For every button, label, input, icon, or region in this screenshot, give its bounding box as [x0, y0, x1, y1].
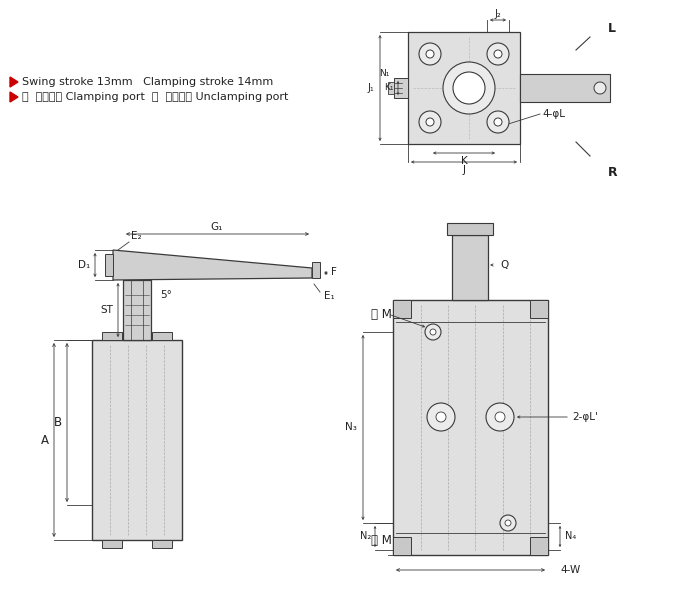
Bar [394, 78, 408, 98]
Text: J₂: J₂ [494, 9, 501, 19]
Bar [452, 235, 488, 300]
Text: L: L [608, 22, 616, 35]
Circle shape [427, 403, 455, 431]
Bar [152, 332, 172, 340]
Bar [530, 537, 548, 555]
Text: J₁: J₁ [367, 83, 374, 93]
Text: D₁: D₁ [78, 260, 90, 270]
Bar [123, 280, 151, 340]
Bar [393, 300, 411, 318]
Text: A: A [41, 433, 49, 446]
Circle shape [436, 412, 446, 422]
Text: K₁: K₁ [384, 83, 394, 93]
Circle shape [430, 329, 436, 335]
Circle shape [494, 50, 502, 58]
Text: K: K [460, 156, 467, 166]
Circle shape [419, 43, 441, 65]
Circle shape [425, 324, 441, 340]
Text: 4-W: 4-W [560, 565, 580, 575]
Polygon shape [113, 250, 312, 280]
Text: J: J [462, 165, 466, 175]
Text: Swing stroke 13mm   Clamping stroke 14mm: Swing stroke 13mm Clamping stroke 14mm [22, 77, 273, 87]
Polygon shape [10, 77, 18, 87]
Circle shape [486, 403, 514, 431]
Text: N₃: N₃ [345, 422, 357, 432]
Bar [393, 300, 548, 555]
Circle shape [494, 118, 502, 126]
Text: N₁: N₁ [379, 69, 390, 77]
Text: E₂: E₂ [131, 231, 141, 241]
Text: ST: ST [100, 305, 113, 315]
Bar [520, 74, 610, 102]
Polygon shape [10, 92, 18, 102]
Text: Ⓐ M: Ⓐ M [371, 308, 392, 321]
Circle shape [505, 520, 511, 526]
Circle shape [419, 111, 441, 133]
Bar [102, 332, 122, 340]
Text: Ⓑ M: Ⓑ M [371, 534, 392, 547]
Bar [105, 254, 113, 276]
Text: 4-φL: 4-φL [542, 109, 565, 119]
Circle shape [495, 412, 505, 422]
Bar [530, 300, 548, 318]
Text: 5°: 5° [160, 290, 172, 300]
Bar [312, 262, 320, 278]
Text: F: F [331, 267, 337, 277]
Bar [388, 82, 394, 94]
Text: B: B [54, 416, 62, 428]
Circle shape [487, 111, 509, 133]
Text: Q: Q [500, 260, 508, 270]
Bar [393, 537, 411, 555]
Bar [102, 540, 122, 548]
Text: R: R [608, 166, 617, 179]
Text: E₁: E₁ [324, 291, 335, 301]
Circle shape [426, 50, 434, 58]
Text: G₁: G₁ [211, 222, 223, 232]
Text: Ⓐ  夾持氣孔 Clamping port  Ⓑ  放鬆氣孔 Unclamping port: Ⓐ 夾持氣孔 Clamping port Ⓑ 放鬆氣孔 Unclamping p… [22, 92, 288, 102]
Bar [408, 32, 520, 144]
Circle shape [500, 515, 516, 531]
Bar [152, 540, 172, 548]
Bar [447, 223, 493, 235]
Bar [92, 340, 182, 540]
Text: N₄: N₄ [565, 531, 576, 541]
Text: 2-φL': 2-φL' [572, 412, 598, 422]
Circle shape [487, 43, 509, 65]
Circle shape [594, 82, 606, 94]
Circle shape [426, 118, 434, 126]
Text: N₂: N₂ [360, 531, 371, 541]
Circle shape [453, 72, 485, 104]
Circle shape [443, 62, 495, 114]
